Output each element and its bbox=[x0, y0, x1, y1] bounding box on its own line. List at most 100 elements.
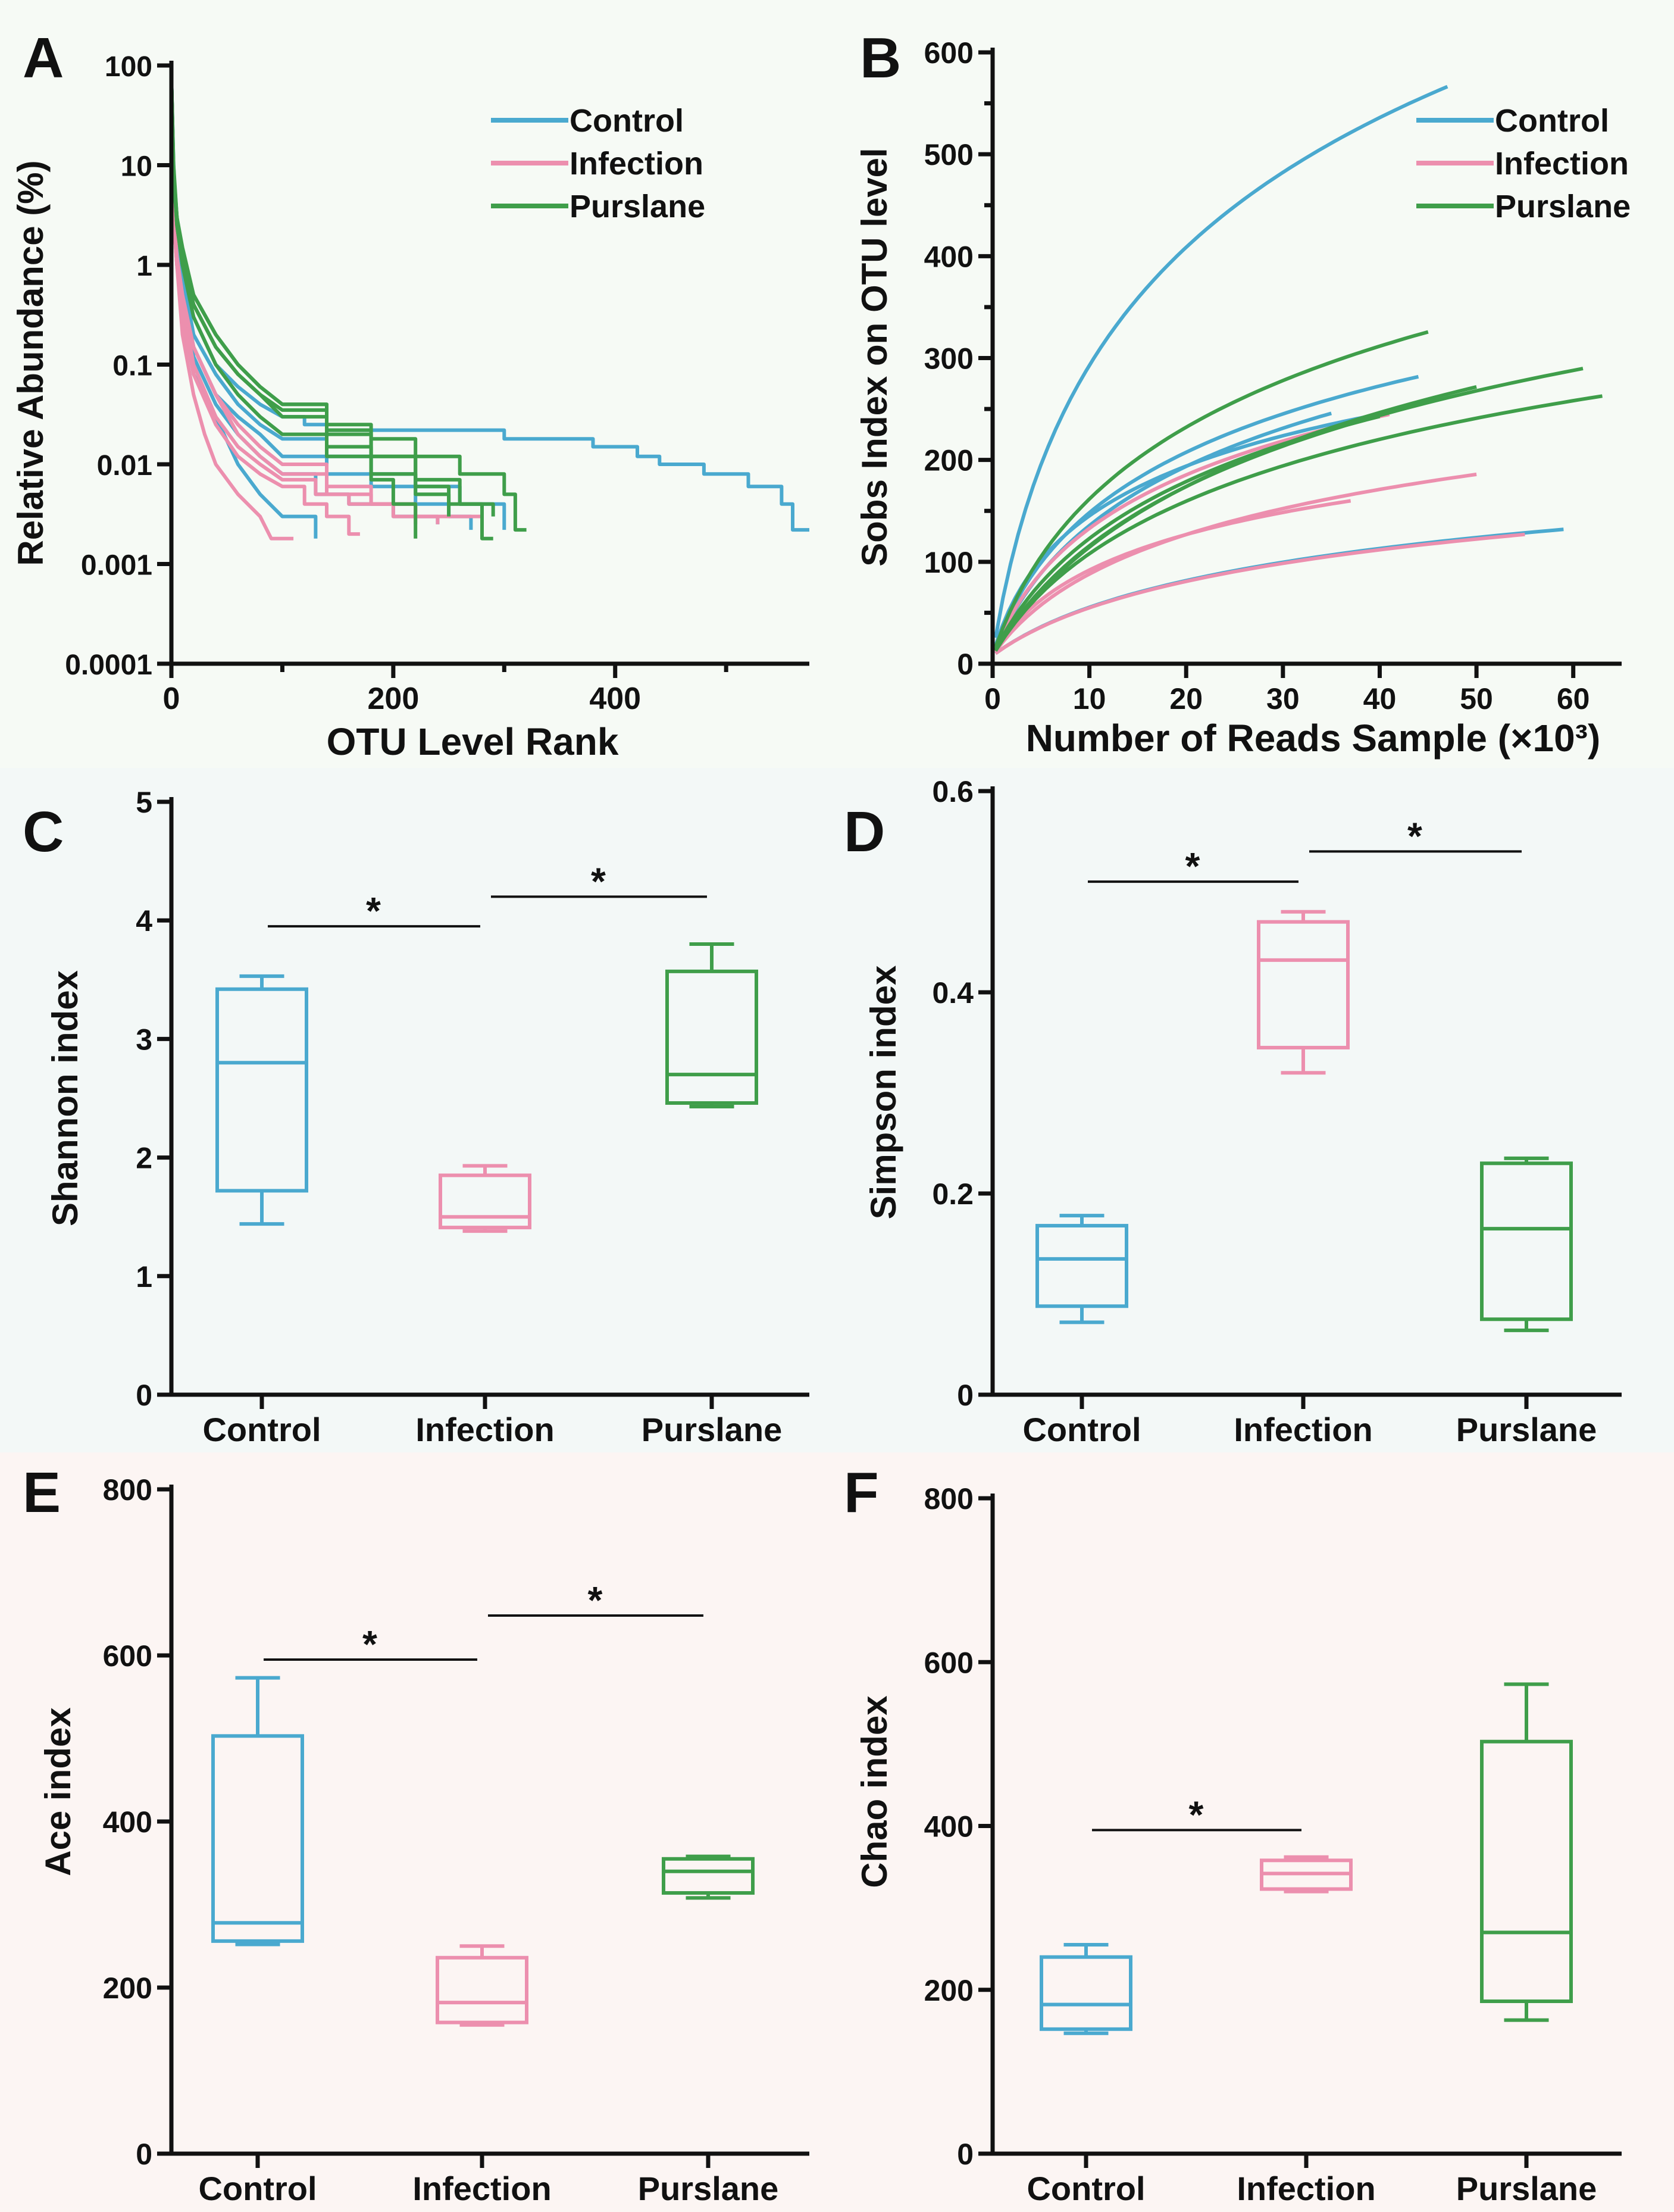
rarefaction-curve-purslane bbox=[994, 394, 1603, 652]
y-tick-label: 1 bbox=[136, 251, 152, 282]
x-axis-label: OTU Level Rank bbox=[327, 720, 619, 763]
rarefaction-curve-control bbox=[993, 85, 1448, 638]
y-tick-label: 4 bbox=[136, 904, 152, 938]
y-axis-label: Simpson index bbox=[863, 966, 903, 1220]
background-row-ef bbox=[0, 1452, 1674, 2212]
box-purslane bbox=[665, 942, 758, 1108]
y-tick-label: 0.6 bbox=[932, 775, 974, 808]
x-tick-label: Control bbox=[1022, 1411, 1141, 1448]
y-tick-label: 0.4 bbox=[932, 976, 974, 1010]
panel-d: D Simpson index 0 0.2 0.4 0.6 Control Infection… bbox=[844, 775, 1622, 1448]
significance-star: * bbox=[1189, 1793, 1204, 1836]
box-iqr bbox=[1480, 1161, 1573, 1321]
y-tick-label: 0.1 bbox=[112, 351, 152, 382]
y-tick-label: 0 bbox=[957, 1379, 974, 1412]
box-control bbox=[1040, 1943, 1132, 2035]
y-tick-label: 600 bbox=[924, 36, 974, 70]
rank-abundance-curve-infection bbox=[170, 75, 360, 536]
box-control bbox=[211, 1676, 304, 1947]
box-iqr bbox=[439, 1173, 531, 1230]
x-tick-label: Control bbox=[198, 2170, 317, 2207]
y-tick-label: 5 bbox=[136, 786, 152, 819]
box-control bbox=[1035, 1214, 1128, 1324]
legend-label: Control bbox=[1495, 103, 1609, 139]
x-tick-label: 20 bbox=[1169, 682, 1203, 716]
x-tick-label: 10 bbox=[1073, 682, 1106, 716]
box-purslane bbox=[662, 1854, 755, 1900]
x-tick-label: Purslane bbox=[642, 1411, 783, 1448]
x-tick-label: Control bbox=[202, 1411, 321, 1448]
x-axis-label: Number of Reads Sample (×10³) bbox=[1026, 717, 1601, 760]
y-tick-label: 0.001 bbox=[81, 550, 152, 582]
y-tick-label: 200 bbox=[924, 444, 974, 477]
box-iqr bbox=[1035, 1224, 1128, 1308]
rarefaction-curve-infection bbox=[994, 472, 1477, 653]
y-tick-label: 10 bbox=[121, 151, 152, 183]
rarefaction-curve-infection bbox=[994, 499, 1351, 652]
y-tick-label: 600 bbox=[924, 1646, 974, 1679]
box-infection bbox=[1260, 1855, 1353, 1894]
legend-label: Control bbox=[570, 103, 684, 139]
box-iqr bbox=[662, 1857, 755, 1895]
y-tick-label: 200 bbox=[103, 1972, 152, 2005]
y-axis-label: Sobs Index on OTU level bbox=[855, 148, 894, 566]
y-axis-label: Ace index bbox=[38, 1707, 78, 1876]
panel-letter: F bbox=[844, 1461, 879, 1524]
panel-letter: E bbox=[23, 1461, 61, 1524]
y-tick-label: 0.01 bbox=[97, 450, 152, 482]
panel-letter: A bbox=[23, 26, 64, 90]
box-iqr bbox=[215, 987, 308, 1193]
y-tick-label: 0 bbox=[957, 2138, 974, 2171]
significance-star: * bbox=[1185, 845, 1200, 888]
rank-abundance-curve-purslane bbox=[170, 75, 451, 517]
y-tick-label: 600 bbox=[103, 1639, 152, 1673]
rarefaction-curve-infection bbox=[994, 532, 1525, 655]
x-tick-label: Purslane bbox=[638, 2170, 779, 2207]
y-tick-label: 0 bbox=[136, 2138, 152, 2171]
rarefaction-curve-purslane bbox=[994, 385, 1477, 652]
box-purslane bbox=[1480, 1682, 1573, 2022]
box-purslane bbox=[1480, 1156, 1573, 1332]
y-axis-label: Shannon index bbox=[45, 970, 85, 1226]
rank-abundance-curve-infection bbox=[170, 75, 418, 524]
legend-label: Infection bbox=[570, 146, 703, 182]
y-tick-label: 200 bbox=[924, 1974, 974, 2007]
y-axis-label: Chao index bbox=[855, 1695, 894, 1888]
x-tick-label: Infection bbox=[412, 2170, 551, 2207]
y-tick-label: 0 bbox=[136, 1379, 152, 1412]
legend-label: Purslane bbox=[570, 189, 705, 224]
y-tick-label: 800 bbox=[924, 1482, 974, 1516]
y-tick-label: 400 bbox=[924, 240, 974, 273]
box-iqr bbox=[665, 969, 758, 1105]
y-tick-label: 2 bbox=[136, 1142, 152, 1175]
x-tick-label: 60 bbox=[1557, 682, 1590, 716]
x-tick-label: Infection bbox=[1237, 2170, 1375, 2207]
box-infection bbox=[1257, 910, 1350, 1075]
x-tick-label: Purslane bbox=[1456, 1411, 1597, 1448]
y-tick-label: 0.2 bbox=[932, 1177, 974, 1211]
x-tick-label: Infection bbox=[415, 1411, 554, 1448]
panel-letter: B bbox=[860, 26, 901, 90]
y-tick-label: 0 bbox=[957, 648, 974, 681]
x-tick-label: 30 bbox=[1266, 682, 1300, 716]
significance-star: * bbox=[588, 1579, 603, 1621]
significance-star: * bbox=[1407, 814, 1422, 857]
y-tick-label: 800 bbox=[103, 1473, 152, 1507]
y-tick-label: 300 bbox=[924, 342, 974, 376]
rank-abundance-curve-purslane bbox=[170, 75, 527, 532]
rarefaction-curve-control bbox=[994, 527, 1564, 655]
panel-e: E Ace index 0 200 400 600 800 Control Infection P… bbox=[23, 1461, 809, 2207]
box-iqr bbox=[211, 1734, 304, 1943]
box-infection bbox=[436, 1944, 528, 2027]
rank-abundance-curve-purslane bbox=[170, 75, 495, 517]
rarefaction-curve-control bbox=[994, 410, 1390, 646]
legend-label: Infection bbox=[1495, 146, 1629, 182]
y-tick-label: 500 bbox=[924, 138, 974, 171]
box-iqr bbox=[436, 1955, 528, 2024]
rank-abundance-curve-purslane bbox=[170, 75, 418, 539]
panel-letter: C bbox=[23, 800, 64, 864]
y-tick-label: 3 bbox=[136, 1023, 152, 1056]
x-tick-label: Purslane bbox=[1456, 2170, 1597, 2207]
